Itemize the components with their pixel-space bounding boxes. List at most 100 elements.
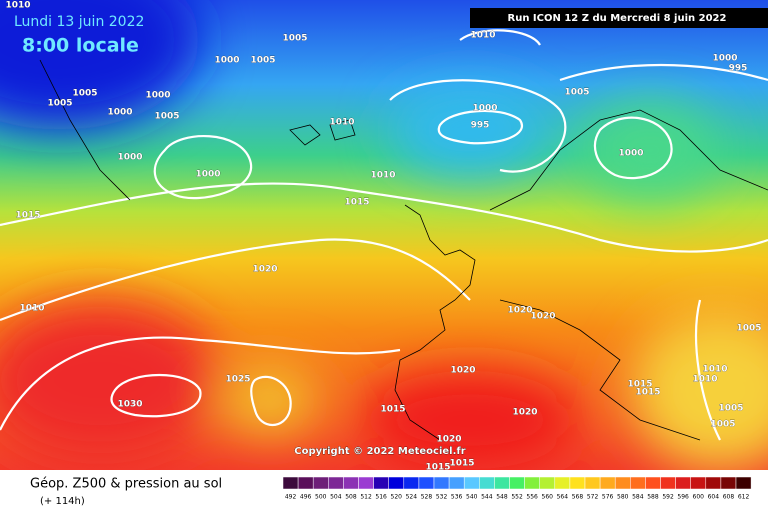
scale-label: 524 — [406, 494, 418, 501]
scale-swatch — [479, 476, 495, 490]
scale-swatch — [388, 476, 405, 490]
isobar-label: 1015 — [635, 388, 660, 398]
scale-label: 608 — [723, 494, 735, 501]
isobar-label: 1005 — [718, 404, 743, 414]
isobar-label: 1010 — [702, 365, 727, 375]
scale-label: 500 — [315, 494, 327, 501]
scale-label: 600 — [693, 494, 705, 501]
isobar-label: 1000 — [472, 104, 497, 114]
scale-label: 532 — [436, 494, 448, 501]
isobar-label: 1005 — [282, 34, 307, 44]
scale-swatch — [539, 476, 556, 490]
isobar-label: 1020 — [450, 366, 475, 376]
isobar-label: 1005 — [250, 56, 275, 66]
scale-swatch — [403, 476, 420, 490]
isobar-label: 1000 — [618, 149, 643, 159]
scale-label: 552 — [511, 494, 523, 501]
footer-title: Géop. Z500 & pression au sol — [30, 477, 222, 492]
scale-label: 544 — [481, 494, 493, 501]
scale-swatch — [282, 476, 299, 490]
isobar-label: 1015 — [627, 380, 652, 390]
isobar-label: 1000 — [712, 54, 737, 64]
isobar-label: 1005 — [736, 324, 761, 334]
color-scale: 492 496 500 504 508 512 516 520 524 528 532 536 540 5… — [282, 476, 752, 501]
isobar-label: 1030 — [117, 400, 142, 410]
scale-swatch — [343, 476, 359, 490]
scale-label: 596 — [677, 494, 689, 501]
scale-swatch — [494, 476, 510, 490]
scale-label: 528 — [421, 494, 433, 501]
isobar-label: 1000 — [107, 108, 132, 118]
isobar-label: 1015 — [449, 459, 474, 469]
isobar-label: 995 — [471, 121, 490, 131]
isobar-label: 1020 — [252, 265, 277, 275]
scale-swatch — [328, 476, 344, 490]
isobar-label: 1005 — [72, 89, 97, 99]
scale-label: 604 — [708, 494, 720, 501]
isobar-label: 1000 — [195, 170, 220, 180]
scale-label: 588 — [647, 494, 659, 501]
isobar-label: 1010 — [370, 171, 395, 181]
isobar-label: 1010 — [5, 1, 30, 11]
scale-label: 572 — [587, 494, 599, 501]
field-blobs — [0, 0, 768, 470]
scale-label: 504 — [330, 494, 342, 501]
scale-label: 520 — [391, 494, 403, 501]
scale-swatch — [433, 476, 450, 490]
scale-label: 576 — [602, 494, 614, 501]
scale-label: 548 — [496, 494, 508, 501]
scale-label: 512 — [360, 494, 372, 501]
scale-label: 496 — [300, 494, 312, 501]
scale-swatch — [448, 476, 465, 490]
scale-swatch — [463, 476, 480, 490]
isobar-label: 1020 — [512, 408, 537, 418]
time: 8:00 locale — [22, 35, 139, 57]
scale-swatch — [373, 476, 389, 490]
scale-swatch — [554, 476, 571, 490]
isobar-label: 1015 — [344, 198, 369, 208]
isobars — [0, 29, 768, 441]
isobar-label: 1005 — [154, 112, 179, 122]
scale-swatch — [660, 476, 676, 490]
scale-label: 516 — [375, 494, 387, 501]
scale-swatch — [645, 476, 661, 490]
scale-swatch — [735, 476, 752, 490]
scale-label: 492 — [285, 494, 297, 501]
scale-swatch — [569, 476, 586, 490]
isobar-label: 1005 — [47, 99, 72, 109]
scale-swatch — [358, 476, 374, 490]
scale-label: 556 — [526, 494, 538, 501]
scale-swatch — [297, 476, 314, 490]
isobar-label: 1000 — [145, 91, 170, 101]
isobar-label: 1000 — [117, 153, 142, 163]
isobar-label: 1020 — [530, 312, 555, 322]
scale-swatch — [720, 476, 737, 490]
isobar-label: 995 — [729, 64, 748, 74]
isobar-label: 1020 — [436, 435, 461, 445]
scale-swatch — [614, 476, 631, 490]
run-info: Run ICON 12 Z du Mercredi 8 juin 2022 — [508, 13, 727, 24]
isobar-label: 1010 — [692, 375, 717, 385]
scale-label: 564 — [557, 494, 569, 501]
scale-label: 580 — [617, 494, 629, 501]
scale-swatch — [675, 476, 691, 490]
scale-label: 592 — [662, 494, 674, 501]
scale-swatch — [584, 476, 601, 490]
scale-label: 584 — [632, 494, 644, 501]
copyright: Copyright © 2022 Meteociel.fr — [294, 446, 465, 457]
isobar-label: 1010 — [470, 31, 495, 41]
scale-swatch — [599, 476, 616, 490]
date: Lundi 13 juin 2022 — [14, 14, 144, 30]
isobar-label: 1005 — [710, 420, 735, 430]
isobar-label: 1015 — [380, 405, 405, 415]
isobar-label: 1010 — [19, 304, 44, 314]
scale-label: 612 — [738, 494, 750, 501]
isobar-label: 1000 — [214, 56, 239, 66]
scale-label: 508 — [345, 494, 357, 501]
coastlines — [39, 59, 768, 441]
isobar-label: 1005 — [564, 88, 589, 98]
scale-swatch — [418, 476, 435, 490]
scale-swatch — [312, 476, 329, 490]
